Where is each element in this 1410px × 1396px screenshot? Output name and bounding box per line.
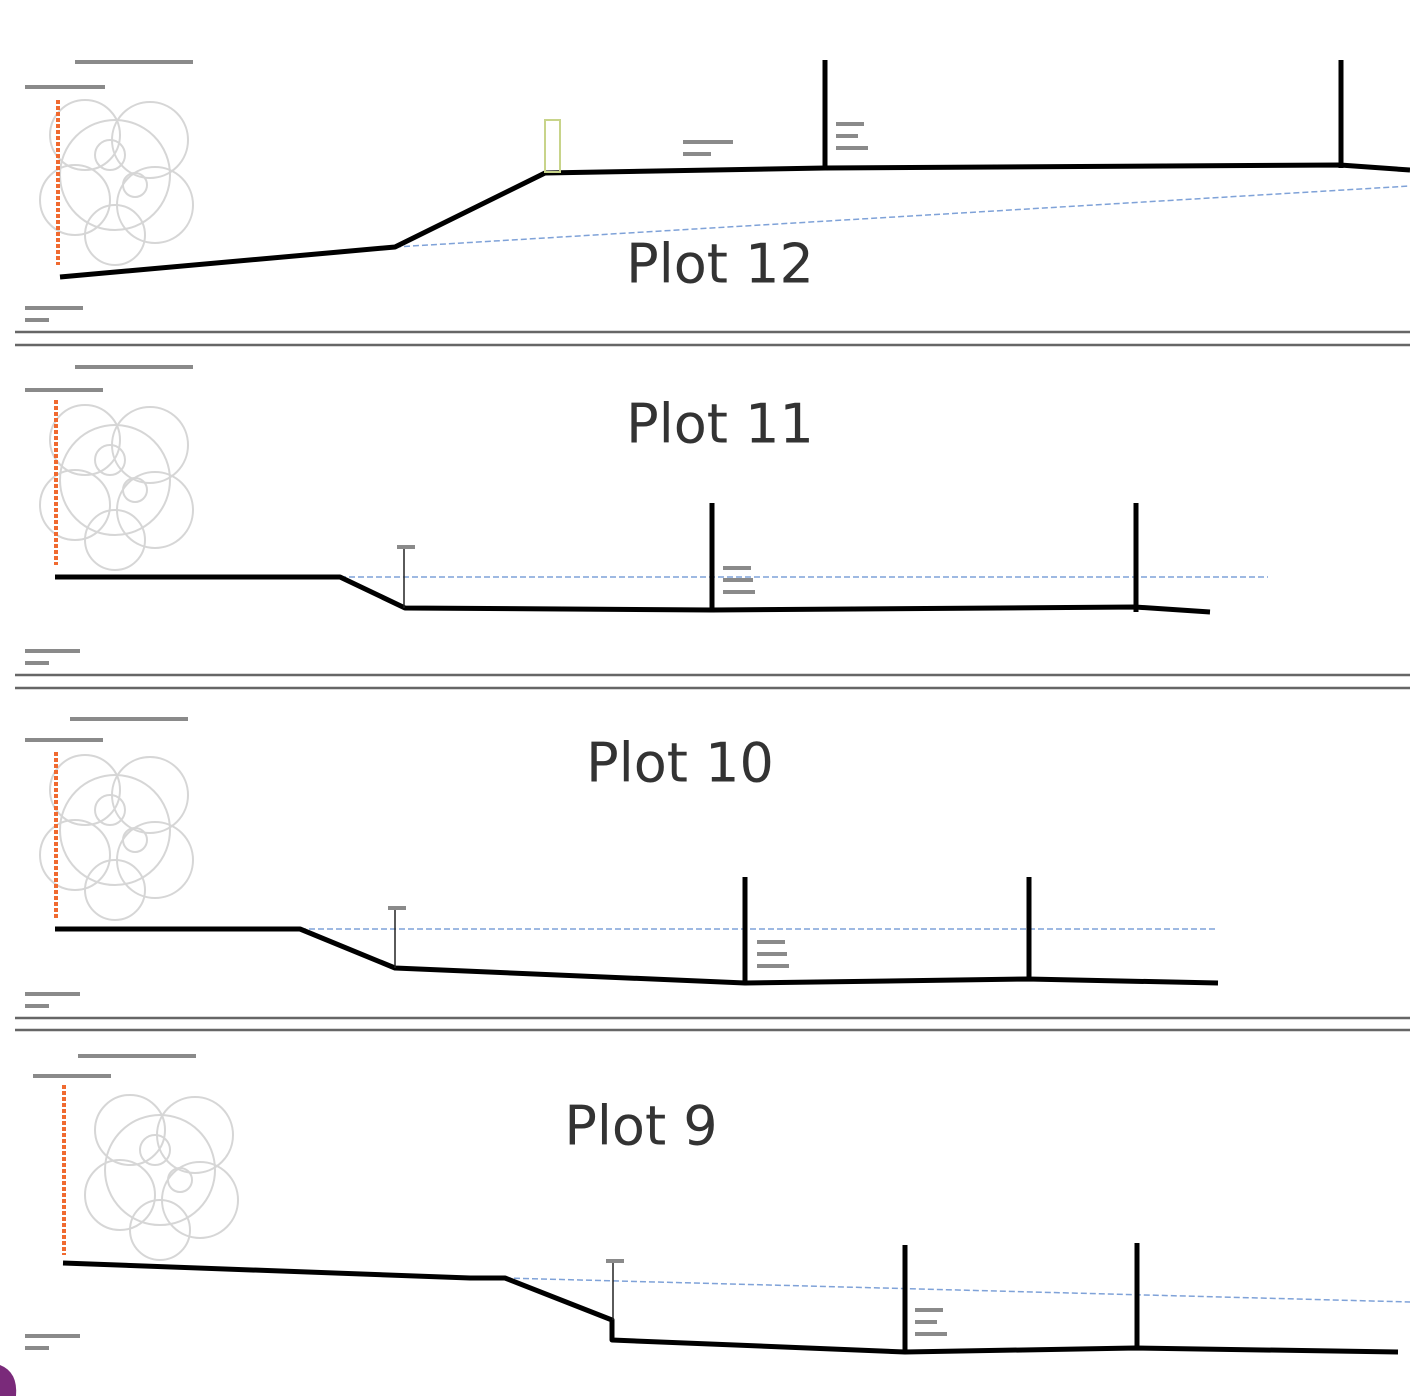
section-panel: Plot 9 xyxy=(25,1054,1410,1355)
plot-title: Plot 9 xyxy=(564,1095,717,1158)
section-panel: Plot 12 xyxy=(25,60,1410,322)
plot-title: Plot 10 xyxy=(586,732,774,795)
plot-title: Plot 11 xyxy=(626,393,814,456)
plot-title: Plot 12 xyxy=(626,233,814,296)
section-panel: Plot 11 xyxy=(25,365,1268,665)
section-panel: Plot 10 xyxy=(25,717,1219,1008)
